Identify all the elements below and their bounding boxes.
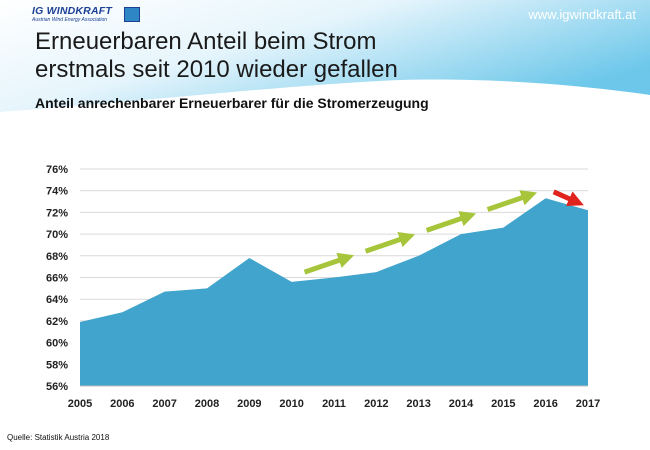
ig-windkraft-logo: IG WINDKRAFT Austrian Wind Energy Associ… xyxy=(32,5,140,23)
y-tick-label: 56% xyxy=(46,381,68,393)
x-tick-label: 2016 xyxy=(533,398,557,410)
y-tick-label: 72% xyxy=(46,207,68,219)
chart-subtitle: Anteil anrechenbarer Erneuerbarer für di… xyxy=(35,95,429,111)
trend-arrow-segment xyxy=(364,231,416,254)
x-tick-label: 2012 xyxy=(364,398,388,410)
logo-name: IG WINDKRAFT xyxy=(32,5,112,17)
trend-annotations xyxy=(303,189,584,275)
x-tick-label: 2006 xyxy=(110,398,134,410)
x-tick-label: 2009 xyxy=(237,398,261,410)
page-title: Erneuerbaren Anteil beim Strom erstmals … xyxy=(35,28,555,84)
y-tick-label: 60% xyxy=(46,338,68,350)
y-tick-label: 64% xyxy=(46,294,68,306)
x-tick-label: 2007 xyxy=(152,398,176,410)
x-tick-label: 2008 xyxy=(195,398,219,410)
x-tick-label: 2017 xyxy=(576,398,600,410)
x-tick-label: 2010 xyxy=(279,398,303,410)
y-tick-label: 58% xyxy=(46,359,68,371)
y-tick-label: 62% xyxy=(46,316,68,328)
x-tick-label: 2013 xyxy=(406,398,430,410)
y-axis-ticks: 56% 58% 60% 62% 64% 66% 68% 70% 72% 74% 76% xyxy=(46,164,68,393)
decline-arrow xyxy=(552,189,584,207)
x-tick-label: 2014 xyxy=(449,398,474,410)
y-tick-label: 68% xyxy=(46,251,68,263)
page-title-line2: erstmals seit 2010 wieder gefallen xyxy=(35,56,398,83)
x-tick-label: 2011 xyxy=(322,398,346,410)
x-axis-ticks: 2005 2006 2007 2008 2009 2010 2011 2012 2013 2014… xyxy=(68,398,600,410)
y-tick-label: 70% xyxy=(46,229,68,241)
trend-arrow-segment xyxy=(303,252,355,275)
y-tick-label: 76% xyxy=(46,164,68,176)
trend-arrow-segment xyxy=(425,211,477,233)
y-tick-label: 66% xyxy=(46,273,68,285)
x-tick-label: 2005 xyxy=(68,398,92,410)
trend-arrow-segment xyxy=(486,190,538,212)
logo-subtitle: Austrian Wind Energy Association xyxy=(32,17,108,23)
wind-turbine-icon xyxy=(124,7,140,22)
y-tick-label: 74% xyxy=(46,186,68,198)
x-tick-label: 2015 xyxy=(491,398,515,410)
page-title-line1: Erneuerbaren Anteil beim Strom xyxy=(35,28,377,55)
source-note: Quelle: Statistik Austria 2018 xyxy=(7,433,110,442)
website-url[interactable]: www.igwindkraft.at xyxy=(528,7,636,22)
renewable-share-area xyxy=(80,198,588,386)
